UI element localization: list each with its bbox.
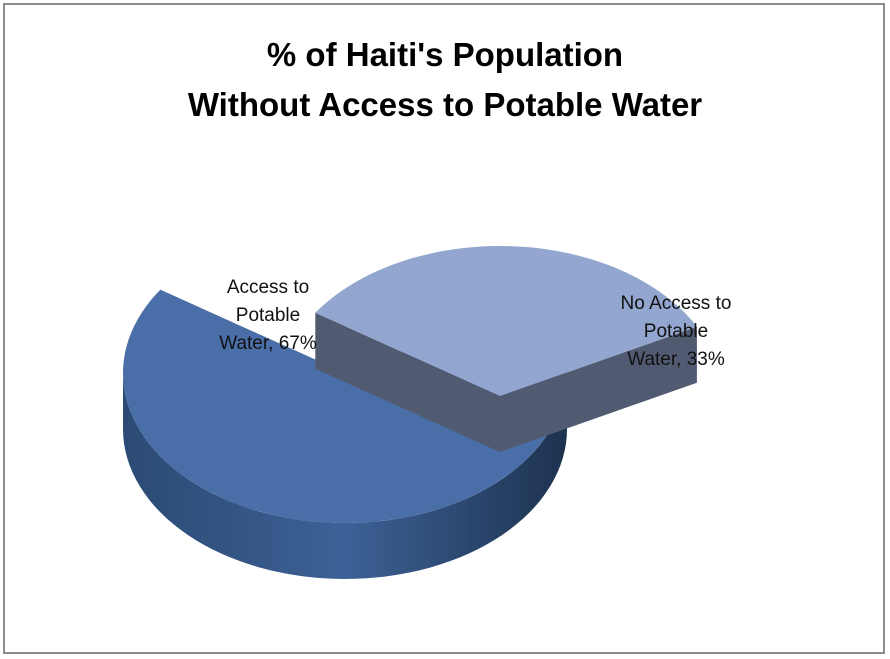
slice-side-wall — [315, 312, 500, 452]
slice-label: No Access to Potable Water, 33% — [621, 293, 732, 370]
slice-label-line: Water, 67% — [219, 333, 317, 354]
chart-title: % of Haiti's Population Without Access t… — [0, 30, 890, 130]
slice-top — [315, 246, 697, 396]
chart-title-line-1: % of Haiti's Population — [266, 36, 624, 73]
slice-no-access — [315, 246, 697, 452]
chart-title-line-2: Without Access to Potable Water — [187, 86, 703, 123]
slice-label: Access to Potable Water, 67% — [219, 277, 317, 354]
slice-side-wall — [500, 326, 697, 452]
slice-label-line: No Access to — [621, 293, 732, 314]
slice-rim — [123, 373, 567, 579]
slice-label-line: Water, 33% — [627, 349, 725, 370]
slice-label-line: Access to — [227, 277, 309, 298]
slice-label-line: Potable — [644, 321, 708, 342]
slice-label-line: Potable — [236, 305, 300, 326]
